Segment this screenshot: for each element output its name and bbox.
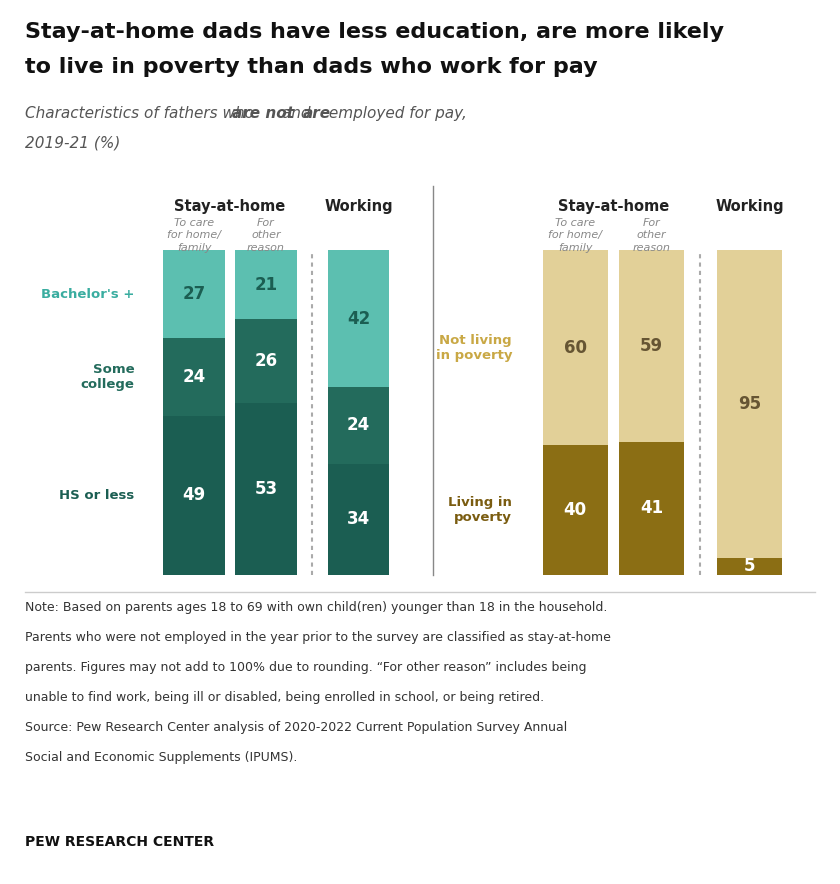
Text: to live in poverty than dads who work for pay: to live in poverty than dads who work fo… bbox=[25, 57, 598, 78]
Text: 41: 41 bbox=[640, 499, 663, 517]
Text: Social and Economic Supplements (IPUMS).: Social and Economic Supplements (IPUMS). bbox=[25, 751, 297, 765]
Text: 60: 60 bbox=[564, 339, 587, 357]
Bar bbox=[543, 250, 608, 445]
Text: and: and bbox=[277, 106, 316, 121]
Text: 27: 27 bbox=[182, 286, 206, 303]
Text: 59: 59 bbox=[640, 337, 663, 355]
Text: 24: 24 bbox=[347, 416, 370, 435]
Text: 34: 34 bbox=[347, 510, 370, 529]
Text: For
other
reason: For other reason bbox=[633, 218, 670, 253]
Text: Not living
in poverty: Not living in poverty bbox=[436, 333, 512, 362]
Text: 42: 42 bbox=[347, 309, 370, 328]
Text: 53: 53 bbox=[255, 480, 277, 498]
Bar bbox=[328, 464, 389, 575]
Text: Bachelor's +: Bachelor's + bbox=[41, 287, 134, 301]
Text: Stay-at-home dads have less education, are more likely: Stay-at-home dads have less education, a… bbox=[25, 22, 724, 42]
Text: 5: 5 bbox=[743, 558, 755, 575]
Bar bbox=[619, 442, 684, 575]
Text: 24: 24 bbox=[182, 368, 206, 386]
Text: Some
college: Some college bbox=[81, 362, 134, 391]
Text: For
other
reason: For other reason bbox=[247, 218, 285, 253]
Bar bbox=[543, 445, 608, 575]
Text: Living in
poverty: Living in poverty bbox=[449, 496, 512, 524]
Text: HS or less: HS or less bbox=[60, 489, 134, 502]
Bar bbox=[717, 250, 782, 559]
Text: unable to find work, being ill or disabled, being enrolled in school, or being r: unable to find work, being ill or disabl… bbox=[25, 691, 544, 705]
Text: Characteristics of fathers who: Characteristics of fathers who bbox=[25, 106, 259, 121]
Bar bbox=[163, 415, 225, 575]
Text: To care
for home/
family: To care for home/ family bbox=[167, 218, 221, 253]
Bar bbox=[328, 386, 389, 464]
Text: 2019-21 (%): 2019-21 (%) bbox=[25, 135, 121, 150]
Text: Note: Based on parents ages 18 to 69 with own child(ren) younger than 18 in the : Note: Based on parents ages 18 to 69 wit… bbox=[25, 601, 607, 614]
Text: Source: Pew Research Center analysis of 2020-2022 Current Population Survey Annu: Source: Pew Research Center analysis of … bbox=[25, 721, 568, 735]
Text: Parents who were not employed in the year prior to the survey are classified as : Parents who were not employed in the yea… bbox=[25, 631, 611, 644]
Text: 21: 21 bbox=[255, 276, 277, 293]
Text: employed for pay,: employed for pay, bbox=[324, 106, 467, 121]
Text: 40: 40 bbox=[564, 500, 587, 519]
Text: Working: Working bbox=[324, 199, 393, 214]
Text: are not: are not bbox=[232, 106, 294, 121]
Bar bbox=[619, 250, 684, 442]
Bar bbox=[235, 250, 297, 318]
Text: parents. Figures may not add to 100% due to rounding. “For other reason” include: parents. Figures may not add to 100% due… bbox=[25, 661, 586, 674]
Text: To care
for home/
family: To care for home/ family bbox=[549, 218, 602, 253]
Bar bbox=[235, 403, 297, 575]
Text: are: are bbox=[302, 106, 330, 121]
Bar bbox=[163, 250, 225, 338]
Bar bbox=[717, 559, 782, 575]
Text: 95: 95 bbox=[738, 395, 761, 414]
Bar bbox=[235, 318, 297, 403]
Text: 49: 49 bbox=[182, 486, 206, 504]
Text: Working: Working bbox=[715, 199, 784, 214]
Text: Stay-at-home: Stay-at-home bbox=[175, 199, 286, 214]
Text: 26: 26 bbox=[255, 352, 277, 370]
Bar bbox=[328, 250, 389, 386]
Bar bbox=[163, 338, 225, 415]
Text: PEW RESEARCH CENTER: PEW RESEARCH CENTER bbox=[25, 835, 214, 850]
Text: Stay-at-home: Stay-at-home bbox=[558, 199, 669, 214]
